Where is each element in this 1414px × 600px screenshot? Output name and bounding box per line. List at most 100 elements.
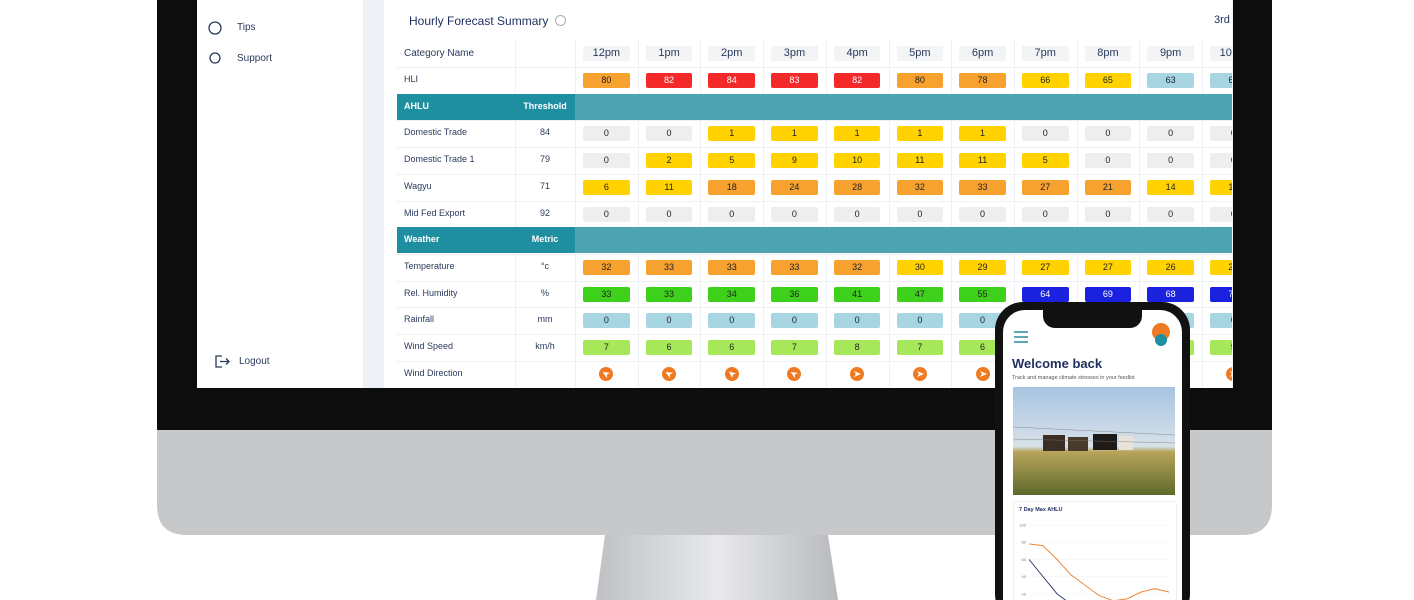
section-metric: Metric <box>531 234 559 245</box>
cell: 72 <box>1210 286 1232 302</box>
hour: 6pm <box>971 47 994 59</box>
col-line <box>1139 40 1141 388</box>
hour-bg <box>708 46 756 61</box>
phone-screen: Welcome back Track and manage climate st… <box>1003 310 1182 600</box>
cell: 0 <box>1210 206 1232 222</box>
notch <box>1043 310 1142 328</box>
cell: 7 <box>896 340 944 355</box>
chart-card <box>1013 501 1177 600</box>
row-name: Wind Direction <box>404 367 463 378</box>
hour-bg <box>1084 46 1132 61</box>
hour-bg <box>896 46 944 61</box>
row-unit: mm <box>537 314 553 325</box>
chart-title: 7 Day Max AHLU <box>1019 507 1063 513</box>
arrow <box>979 370 987 377</box>
cell: 0 <box>771 313 818 329</box>
hour-bg <box>645 46 693 61</box>
row-line <box>397 253 1232 255</box>
row-unit: km/h <box>535 341 555 351</box>
phone-subtitle: Track and manage climate stresses in you… <box>1012 375 1135 381</box>
y-tick-label: 20 <box>1022 591 1027 596</box>
logo <box>1152 323 1170 346</box>
cell: 32 <box>896 179 944 195</box>
cell: 33 <box>771 259 818 275</box>
cell: 0 <box>1084 126 1132 142</box>
cell: 33 <box>645 286 693 302</box>
info-icon <box>555 15 566 26</box>
cell: 34 <box>708 286 756 302</box>
cell: 0 <box>959 206 1006 222</box>
cell: 66 <box>1021 73 1069 88</box>
arrow <box>1230 370 1232 377</box>
wind-arrow <box>850 366 865 381</box>
cell: 78 <box>959 73 1006 88</box>
cell: 8 <box>833 340 881 355</box>
cell: 68 <box>1147 286 1194 302</box>
cell: 27 <box>1084 259 1132 275</box>
y-tick-label: 60 <box>1022 557 1027 562</box>
col-line <box>515 40 516 388</box>
cell: 33 <box>959 179 1006 195</box>
hour-bg <box>1147 46 1194 61</box>
section: AHLU <box>404 100 429 111</box>
cell: 47 <box>896 286 944 302</box>
cell: 1 <box>959 126 1006 142</box>
arrow <box>916 370 924 377</box>
cell: 2 <box>645 153 693 169</box>
cell: 25 <box>1210 259 1232 275</box>
cell: 64 <box>1021 286 1069 302</box>
cell: 36 <box>771 286 818 302</box>
hour: 7pm <box>1034 47 1056 59</box>
row-name: Domestic Trade 1 <box>404 154 475 165</box>
cell: 65 <box>1084 73 1132 88</box>
cell: 0 <box>1210 126 1232 142</box>
cell: 26 <box>1147 259 1194 275</box>
col-line <box>1202 40 1203 388</box>
logout[interactable]: Logout <box>239 356 270 367</box>
cell: 6 <box>583 179 630 195</box>
cell: 84 <box>708 73 756 88</box>
cell: 0 <box>645 313 693 329</box>
cell: 1 <box>833 126 881 142</box>
cell: 0 <box>833 313 881 329</box>
cell: 1 <box>896 126 944 142</box>
cell: 14 <box>1147 179 1194 195</box>
tips-icon <box>208 21 222 35</box>
section-metric: Threshold <box>523 100 567 111</box>
cell: 0 <box>1210 153 1232 169</box>
hour: 4pm <box>846 47 868 59</box>
hour: 8pm <box>1097 47 1119 59</box>
cell: 0 <box>583 153 630 169</box>
y-tick-label: 40 <box>1022 574 1027 579</box>
hour-bg <box>833 46 881 61</box>
cell: 0 <box>833 206 881 222</box>
cell: 41 <box>833 286 881 302</box>
row-name: Wagyu <box>404 180 432 191</box>
row-line <box>397 280 1232 282</box>
wind-arrow <box>662 366 677 381</box>
cell: 10 <box>833 153 881 169</box>
cell: 0 <box>645 206 693 222</box>
cell: 33 <box>645 259 693 275</box>
nav-item[interactable]: Tips <box>237 22 256 33</box>
row-name: Rel. Humidity <box>404 287 458 298</box>
menu-icon[interactable] <box>1013 330 1029 344</box>
nav-item[interactable]: Support <box>237 53 273 64</box>
hour: 1pm <box>658 47 680 59</box>
cell: 5 <box>1210 340 1232 355</box>
bezel-chin <box>157 428 1272 535</box>
cell: 27 <box>1021 179 1069 195</box>
row-unit: 79 <box>539 154 550 165</box>
cell: 0 <box>1021 126 1069 142</box>
cell: 5 <box>708 153 756 169</box>
wind-arrow <box>975 366 990 381</box>
cell: 1 <box>708 126 756 142</box>
y-tick-label: 100 <box>1019 523 1026 528</box>
hour: 9pm <box>1159 47 1182 59</box>
row-line <box>397 147 1232 149</box>
cell: 11 <box>896 153 944 169</box>
cell: 0 <box>1147 206 1194 222</box>
cell: 0 <box>1210 313 1232 329</box>
cell: 24 <box>771 179 818 195</box>
